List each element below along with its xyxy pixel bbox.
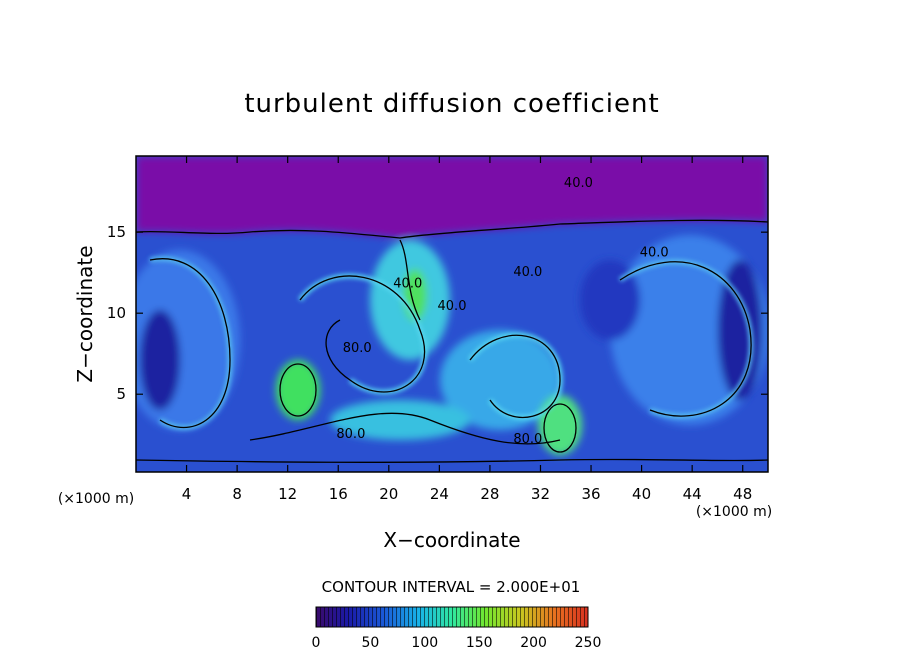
- contour-line-d: [149, 258, 231, 429]
- contour-line-b: [469, 334, 561, 419]
- field-upper-region: [136, 156, 768, 238]
- contour-value-label: 40.0: [640, 245, 669, 260]
- y-axis-label: Z−coordinate: [73, 245, 97, 382]
- colorbar-lines: [316, 607, 588, 627]
- x-tick-label: 16: [329, 485, 348, 503]
- contour-value-label: 40.0: [393, 276, 422, 291]
- colorbar-tick-label: 50: [361, 635, 379, 651]
- y-tick-label: 10: [107, 304, 126, 322]
- contour-line-c: [619, 261, 752, 417]
- contour-line-top: [136, 219, 768, 239]
- contour-value-label: 40.0: [438, 299, 467, 314]
- colorbar-tick-label: 150: [466, 635, 493, 651]
- x-axis-unit-left: (×1000 m): [58, 491, 134, 507]
- contour-value-label: 40.0: [513, 265, 542, 280]
- contour-value-label: 40.0: [564, 176, 593, 191]
- x-axis-unit-right: (×1000 m): [696, 504, 772, 520]
- x-tick-label: 8: [232, 485, 242, 503]
- contour-value-label: 80.0: [343, 341, 372, 356]
- contour-line-g: [136, 458, 768, 463]
- field-vortex-center: [440, 330, 560, 430]
- chart-title: turbulent diffusion coefficient: [244, 89, 659, 119]
- y-axis-ticks: 5 10 15: [107, 223, 768, 403]
- x-tick-label: 36: [581, 485, 600, 503]
- x-tick-label: 24: [430, 485, 449, 503]
- colorbar-frame: [315, 606, 589, 628]
- x-tick-label: 28: [480, 485, 499, 503]
- colorbar-tick-label: 250: [575, 635, 602, 651]
- contour-value-label: 80.0: [513, 432, 542, 447]
- x-axis-label: X−coordinate: [383, 528, 520, 552]
- field-dark-mid: [580, 260, 640, 340]
- x-tick-label: 4: [182, 485, 192, 503]
- x-tick-label: 44: [683, 485, 702, 503]
- contour-interval-label: CONTOUR INTERVAL = 2.000E+01: [322, 578, 581, 596]
- x-tick-label: 48: [733, 485, 752, 503]
- field-dark-left: [140, 310, 180, 410]
- field-core-green: [276, 360, 320, 420]
- field-band-lower: [330, 400, 470, 440]
- colorbar-tick-label: 0: [312, 635, 321, 651]
- plot-frame: [135, 155, 769, 473]
- plot-area: 40.0 40.0 40.0 40.0 40.0 80.0 80.0 80.0: [136, 156, 768, 472]
- colorbar-tick-label: 100: [411, 635, 438, 651]
- x-tick-label: 40: [632, 485, 651, 503]
- contour-line-f: [399, 239, 421, 321]
- contour-core-green: [279, 363, 317, 417]
- y-tick-label: 15: [107, 223, 126, 241]
- x-tick-label: 12: [278, 485, 297, 503]
- colorbar-tick-label: 200: [520, 635, 547, 651]
- contour-line-a: [299, 275, 426, 393]
- contour-line-e: [249, 412, 561, 445]
- colorbar-ticks: 0 50 100 150 200 250: [312, 635, 602, 651]
- contour-core-green-3: [543, 403, 577, 453]
- x-tick-label: 20: [379, 485, 398, 503]
- contour-value-label: 80.0: [336, 427, 365, 442]
- contour-labels: 40.0 40.0 40.0 40.0 40.0 80.0 80.0 80.0: [336, 176, 668, 447]
- y-tick-label: 5: [116, 385, 126, 403]
- colorbar: 0 50 100 150 200 250: [312, 606, 602, 651]
- x-axis-ticks: 4 8 12 16 20 24 28 32 36 40 44 48: [182, 156, 752, 503]
- x-tick-label: 32: [531, 485, 550, 503]
